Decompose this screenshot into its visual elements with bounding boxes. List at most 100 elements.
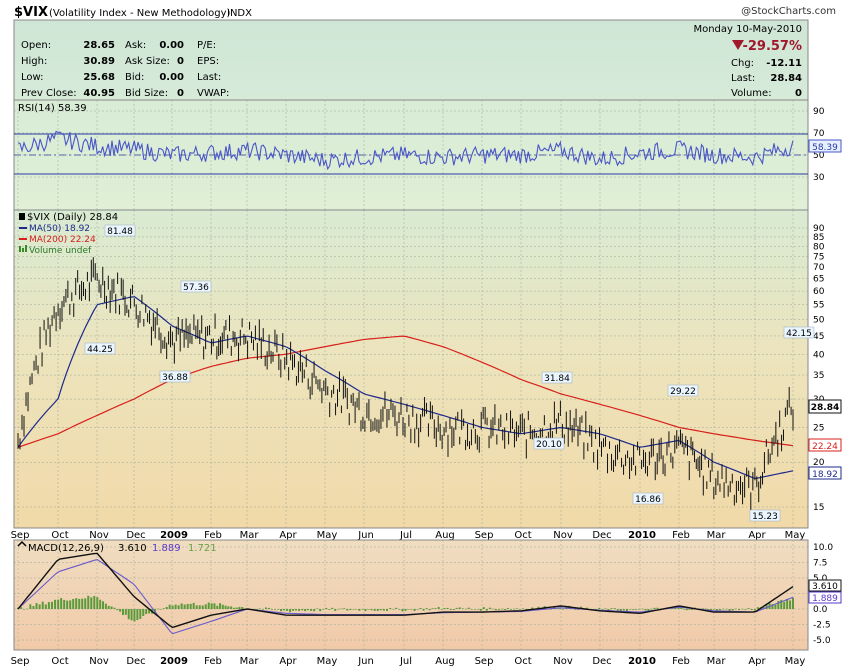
- x-tick-label: May: [317, 656, 338, 667]
- macd-hist-bar: [685, 609, 688, 611]
- macd-hist-bar: [792, 597, 794, 609]
- macd-hist-bar: [204, 604, 207, 609]
- annotation-label: 31.84: [544, 374, 570, 384]
- macd-hist-value: 1.721: [188, 543, 217, 554]
- macd-hist-bar: [60, 598, 63, 609]
- macd-hist-bar: [512, 608, 515, 610]
- macd-hist-bar: [494, 609, 497, 611]
- x-tick-label: Feb: [672, 530, 690, 541]
- macd-hist-bar: [219, 603, 222, 609]
- macd-hist-bar: [343, 608, 346, 609]
- macd-hist-bar: [479, 609, 482, 611]
- x-tick-label: Mar: [240, 530, 260, 541]
- macd-hist-bar: [506, 608, 509, 609]
- macd-hist-bar: [656, 607, 659, 609]
- price-tick-label: 85: [813, 233, 824, 243]
- macd-hist-bar: [434, 608, 437, 609]
- open-value: 28.65: [83, 40, 115, 51]
- last-tag: 28.84: [811, 403, 839, 413]
- macd-hist-bar: [601, 609, 604, 610]
- rsi-tick-label: 30: [813, 173, 825, 183]
- macd-hist-bar: [401, 609, 404, 612]
- volume-value: 0: [795, 88, 802, 99]
- x-axis-price: Sep Oct Nov Dec 2009 Feb Mar Apr May Jun Jul Aug Sep…: [11, 530, 806, 541]
- macd-hist-bar: [638, 608, 641, 610]
- high-label: High:: [21, 56, 47, 67]
- macd-tag2-box: [808, 591, 842, 604]
- macd-hist-bar: [604, 608, 607, 610]
- annotation-label: 57.36: [183, 283, 209, 293]
- volume-legend: Volume undef: [29, 246, 92, 256]
- macd-hist-bar: [738, 609, 741, 611]
- x-tick-label: Oct: [514, 656, 531, 667]
- price-bars: [17, 257, 794, 514]
- macd-hist-bar: [47, 602, 50, 609]
- x-tick-label: Mar: [707, 656, 727, 667]
- macd-label-prefix: MACD(12,26,9): [28, 543, 104, 554]
- price-tick-label: 90: [813, 224, 825, 234]
- macd-hist-bar: [66, 600, 69, 609]
- price-tick-label: 65: [813, 275, 824, 285]
- price-tick-label: 80: [813, 242, 825, 252]
- price-tick-label: 60: [813, 287, 825, 297]
- macd-hist-bar: [96, 597, 99, 609]
- macd-hist-bar: [361, 609, 364, 610]
- macd-hist-bar: [650, 608, 653, 610]
- x-tick-label: May: [785, 656, 806, 667]
- macd-tick-label: 10.0: [813, 543, 833, 553]
- macd-hist-bar: [159, 609, 162, 610]
- macd-hist-bar: [771, 604, 774, 609]
- x-tick-label: Nov: [89, 656, 109, 667]
- price-tick-label: 75: [813, 252, 824, 262]
- macd-hist-bar: [525, 609, 528, 610]
- macd-hist-bar: [189, 603, 192, 609]
- macd-hist-bar: [476, 609, 479, 610]
- pct-change: -29.57%: [742, 39, 802, 54]
- x-tick-label: 2010: [628, 530, 656, 541]
- ma50-tag-box: [808, 466, 842, 480]
- macd-signal-value: 1.889: [152, 543, 181, 554]
- macd-tag1: 3.610: [812, 582, 838, 592]
- macd-hist-bar: [20, 607, 23, 609]
- macd-hist-bar: [113, 607, 116, 609]
- macd-line: [17, 552, 794, 629]
- macd-hist-bar: [622, 609, 625, 611]
- annotation-label: 29.22: [670, 387, 696, 397]
- x-tick-label: Apr: [279, 530, 297, 541]
- x-tick-label: Feb: [204, 656, 222, 667]
- macd-hist-bar: [783, 601, 786, 609]
- price-tick-label: 50: [813, 316, 825, 326]
- price-panel: [13, 209, 809, 529]
- annotation-label: 16.86: [635, 495, 661, 505]
- macd-hist-bar: [238, 606, 241, 609]
- macd-hist-bar: [340, 608, 343, 610]
- macd-hist-bar: [443, 608, 446, 609]
- macd-hist-bar: [119, 609, 122, 612]
- x-tick-label: Oct: [51, 656, 68, 667]
- macd-hist-bar: [644, 609, 647, 611]
- volume-label: Volume:: [731, 88, 772, 99]
- macd-hist-bar: [104, 603, 107, 609]
- macd-hist-bar: [255, 608, 258, 610]
- macd-hist-bar: [440, 609, 443, 610]
- macd-hist-bar: [32, 606, 35, 609]
- macd-hist-bar: [607, 609, 610, 611]
- macd-hist-bar: [235, 607, 238, 609]
- macd-hist-bar: [509, 609, 512, 610]
- x-tick-label: Aug: [435, 530, 455, 541]
- macd-tick-label: 5.0: [813, 574, 828, 584]
- macd-hist-bar: [395, 607, 398, 609]
- macd-hist-bar: [731, 609, 734, 611]
- macd-hist-bar: [753, 609, 756, 611]
- x-tick-label: Dec: [592, 530, 611, 541]
- quote-panel: [13, 19, 809, 101]
- macd-hist-bar: [503, 609, 506, 610]
- macd-hist-bar: [789, 600, 792, 609]
- x-tick-label: Sep: [11, 530, 30, 541]
- macd-hist-bar: [334, 609, 337, 611]
- macd-hist-bar: [213, 603, 216, 609]
- macd-hist-bar: [232, 607, 235, 609]
- macd-hist-bar: [704, 608, 707, 610]
- macd-hist-bar: [93, 595, 96, 609]
- macd-hist-bar: [562, 608, 565, 610]
